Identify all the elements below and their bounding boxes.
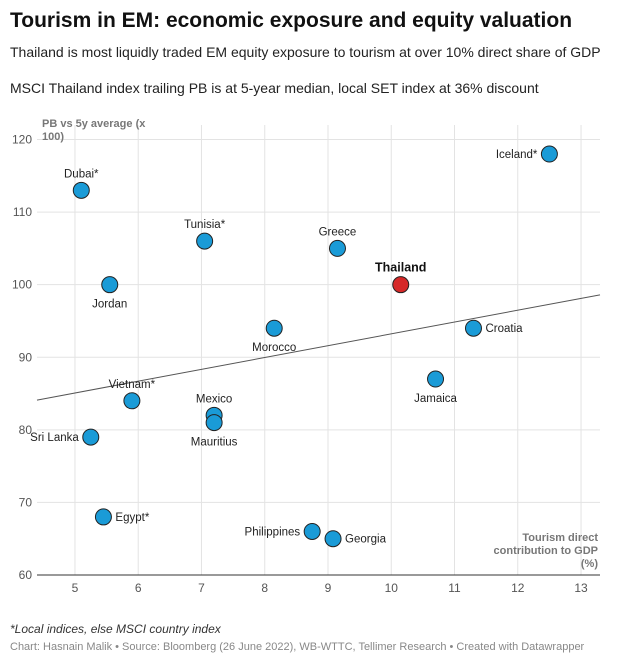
x-tick-label: 8 xyxy=(261,581,268,595)
data-point-label: Mauritius xyxy=(191,437,238,449)
data-point xyxy=(101,276,119,294)
y-axis-label: 100) xyxy=(42,131,64,143)
data-point xyxy=(328,239,346,257)
data-point-label: Tunisia* xyxy=(184,219,226,231)
data-point xyxy=(82,428,100,446)
x-tick-label: 6 xyxy=(135,581,142,595)
y-tick-label: 90 xyxy=(19,350,33,364)
y-tick-label: 120 xyxy=(12,133,32,147)
data-point-label: Croatia xyxy=(485,323,523,335)
scatter-chart: 60 70 80 90 100 110 120 5 6 7 8 9 10 11 12 13 PB vs 5y a… xyxy=(12,118,601,595)
x-axis-label: Tourism direct xyxy=(522,532,598,544)
x-tick-label: 11 xyxy=(448,581,461,595)
x-tick-label: 9 xyxy=(325,581,332,595)
chart-subtitle-1: Thailand is most liquidly traded EM equi… xyxy=(10,44,601,60)
data-point-label: Jamaica xyxy=(414,393,457,405)
data-point xyxy=(94,508,112,526)
data-point xyxy=(205,414,223,432)
x-tick-label: 10 xyxy=(385,581,399,595)
data-point xyxy=(72,181,90,199)
data-point xyxy=(540,145,558,163)
y-axis-label: PB vs 5y average (x xyxy=(42,118,146,130)
data-point xyxy=(392,276,410,294)
data-point-label: Egypt* xyxy=(115,512,149,524)
data-point xyxy=(427,370,445,388)
x-tick-label: 7 xyxy=(198,581,205,595)
data-point-label: Vietnam* xyxy=(109,379,156,391)
chart-subtitle-2: MSCI Thailand index trailing PB is at 5-… xyxy=(10,80,539,96)
x-axis-label: contribution to GDP xyxy=(494,545,598,557)
data-point xyxy=(123,392,141,410)
chart-footer: Chart: Hasnain Malik • Source: Bloomberg… xyxy=(10,641,585,653)
x-tick-label: 13 xyxy=(574,581,588,595)
y-tick-label: 60 xyxy=(19,568,33,582)
data-point-label: Morocco xyxy=(252,342,296,354)
y-tick-label: 80 xyxy=(19,423,33,437)
data-point xyxy=(303,522,321,540)
trend-line xyxy=(36,294,601,401)
data-point xyxy=(464,319,482,337)
y-tick-label: 100 xyxy=(12,278,32,292)
chart-note: *Local indices, else MSCI country index xyxy=(10,622,221,636)
x-tick-label: 5 xyxy=(72,581,79,595)
data-point-label: Jordan xyxy=(92,299,127,311)
chart-title: Tourism in EM: economic exposure and equ… xyxy=(10,9,573,32)
data-point-label: Philippines xyxy=(245,526,301,538)
y-tick-label: 110 xyxy=(13,205,32,219)
data-point-label: Dubai* xyxy=(64,168,99,180)
data-point-label: Thailand xyxy=(375,261,426,275)
data-point xyxy=(265,319,283,337)
data-point-label: Iceland* xyxy=(496,149,538,161)
x-axis-label: (%) xyxy=(581,558,598,570)
data-point-label: Mexico xyxy=(196,393,232,405)
data-point-label: Sri Lanka xyxy=(30,432,79,444)
data-point-label: Greece xyxy=(319,226,357,238)
data-point-label: Georgia xyxy=(345,534,387,546)
y-tick-label: 70 xyxy=(19,495,33,509)
data-point xyxy=(196,232,214,250)
x-tick-label: 12 xyxy=(511,581,525,595)
data-point xyxy=(324,530,342,548)
